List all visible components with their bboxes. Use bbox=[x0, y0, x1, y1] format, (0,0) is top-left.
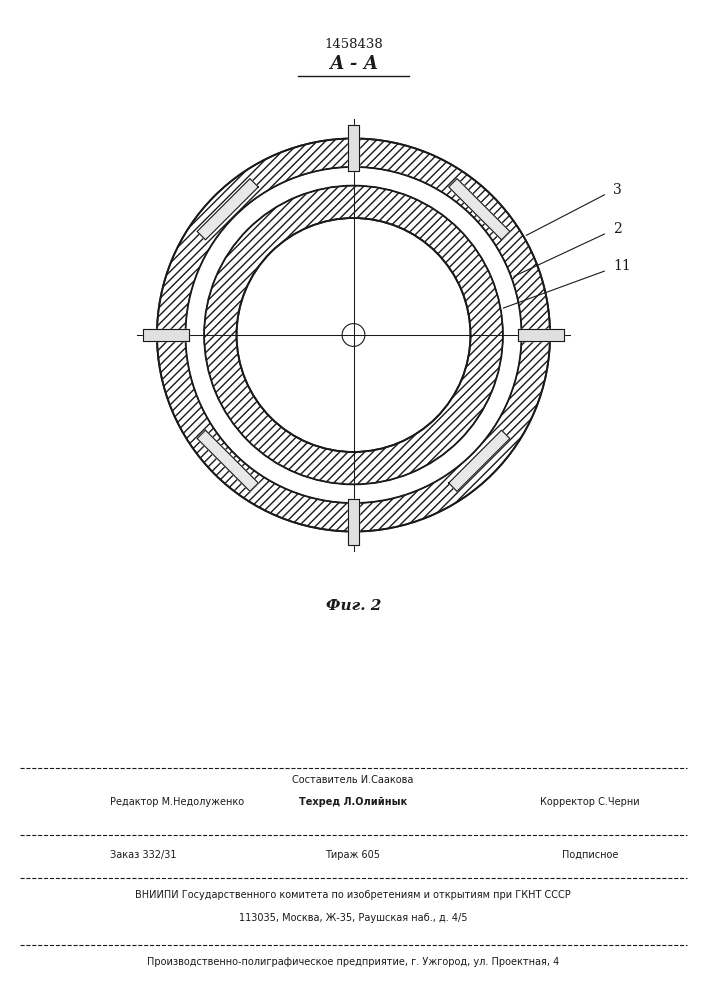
Text: 2: 2 bbox=[613, 222, 621, 236]
Polygon shape bbox=[449, 179, 510, 240]
Polygon shape bbox=[449, 430, 510, 491]
Polygon shape bbox=[197, 430, 258, 491]
Polygon shape bbox=[144, 329, 189, 341]
Text: Редактор М.Недолуженко: Редактор М.Недолуженко bbox=[110, 797, 244, 807]
Text: Корректор С.Черни: Корректор С.Черни bbox=[540, 797, 640, 807]
Polygon shape bbox=[518, 329, 563, 341]
Text: Составитель И.Саакова: Составитель И.Саакова bbox=[292, 775, 414, 785]
Text: Заказ 332/31: Заказ 332/31 bbox=[110, 850, 177, 860]
Text: Производственно-полиграфическое предприятие, г. Ужгород, ул. Проектная, 4: Производственно-полиграфическое предприя… bbox=[147, 957, 559, 967]
Text: ВНИИПИ Государственного комитета по изобретениям и открытиям при ГКНТ СССР: ВНИИПИ Государственного комитета по изоб… bbox=[135, 890, 571, 900]
Text: 113035, Москва, Ж-35, Раушская наб., д. 4/5: 113035, Москва, Ж-35, Раушская наб., д. … bbox=[239, 913, 467, 923]
Text: Подписное: Подписное bbox=[562, 850, 618, 860]
Text: Фиг. 2: Фиг. 2 bbox=[326, 599, 381, 613]
Text: 1458438: 1458438 bbox=[324, 38, 383, 51]
Text: Тираж 605: Тираж 605 bbox=[325, 850, 380, 860]
Text: 3: 3 bbox=[613, 183, 621, 197]
Polygon shape bbox=[197, 179, 258, 240]
Text: Техред Л.Олийнык: Техред Л.Олийнык bbox=[299, 797, 407, 807]
Text: А - А: А - А bbox=[329, 55, 378, 73]
Polygon shape bbox=[348, 499, 359, 545]
Polygon shape bbox=[348, 125, 359, 171]
Text: 11: 11 bbox=[613, 259, 631, 273]
